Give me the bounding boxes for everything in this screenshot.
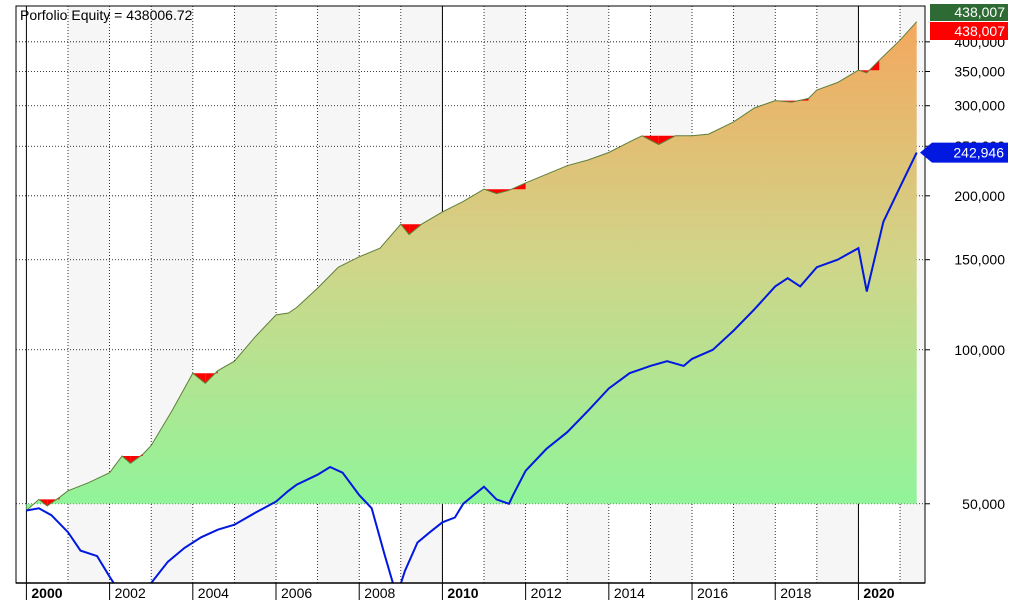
x-tick-label: 2002 (115, 585, 146, 601)
x-tick-label: 2004 (198, 585, 229, 601)
y-tick-label: 200,000 (954, 188, 1005, 204)
value-labels: 438,007 438,007 242,946 (920, 4, 1008, 163)
x-tick-label: 2014 (614, 585, 645, 601)
x-tick-label: 2006 (281, 585, 312, 601)
y-tick-label: 100,000 (954, 342, 1005, 358)
equity-area (26, 21, 917, 511)
x-tick-label: 2020 (863, 585, 894, 601)
equity-peak-value-label: 438,007 (954, 23, 1005, 39)
x-tick-label: 2008 (364, 585, 395, 601)
benchmark-line (26, 152, 918, 583)
y-tick-label: 300,000 (954, 98, 1005, 114)
equity-line (26, 21, 918, 511)
x-axis: 2000 2002 2004 2006 2008 2010 2012 2014 2016 2018… (25, 583, 895, 601)
equity-area-layer (26, 21, 918, 511)
equity-last-value-box (930, 4, 1008, 21)
x-tick-label: 2012 (531, 585, 562, 601)
equity-last-value-label: 438,007 (954, 4, 1005, 20)
x-tick-label: 2010 (447, 585, 478, 601)
benchmark-last-value-box (920, 142, 1008, 163)
x-tick-label: 2000 (31, 585, 62, 601)
equity-peak-value-box (930, 22, 1008, 40)
x-tick-label: 2016 (697, 585, 728, 601)
benchmark-last-value-label: 242,946 (953, 145, 1004, 161)
line-layer (26, 152, 918, 583)
y-tick-label: 350,000 (954, 63, 1005, 79)
x-tick-label: 2018 (780, 585, 811, 601)
y-tick-label: 50,000 (962, 496, 1005, 512)
y-tick-label: 150,000 (954, 252, 1005, 268)
chart-title: Porfolio Equity = 438006.72 (20, 7, 193, 23)
